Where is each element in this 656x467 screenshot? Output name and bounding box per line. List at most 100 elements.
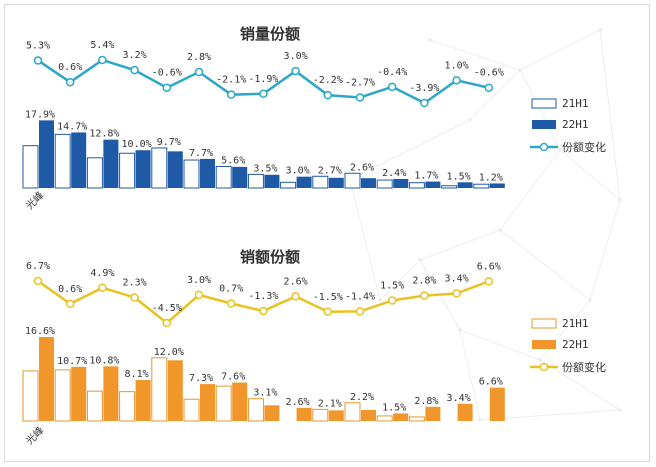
line-point [226, 90, 236, 99]
line-point [420, 291, 429, 300]
bar-label: 2.6% [350, 162, 374, 173]
bar-21h1 [215, 165, 232, 189]
bar-label: 10.7% [57, 356, 87, 367]
line-point [323, 90, 333, 100]
bar-22h1 [361, 178, 376, 188]
bar-21h1 [22, 145, 39, 189]
bar-22h1 [296, 176, 312, 188]
bar-22h1 [457, 182, 473, 188]
bg-node [518, 68, 522, 72]
bar-label: 16.6% [25, 326, 55, 337]
bg-link [519, 29, 601, 71]
bar-label: 1.7% [414, 171, 438, 182]
bar-label: 3.1% [253, 388, 277, 399]
legend-label-21h1: 21H1 [562, 317, 589, 330]
bar-22h1 [39, 120, 54, 188]
line-point [420, 98, 429, 108]
line-label: -0.6% [152, 68, 182, 79]
line-label: -1.3% [248, 291, 278, 302]
bg-link [539, 359, 621, 411]
bar-21h1 [408, 182, 425, 189]
bg-link [469, 69, 521, 121]
line-point [162, 83, 172, 92]
bar-21h1 [151, 357, 168, 422]
line-label: 6.6% [477, 261, 501, 272]
legend-label-line: 份额变化 [562, 140, 606, 154]
line-label: -2.1% [216, 75, 246, 86]
bar-21h1 [183, 159, 200, 189]
bar-22h1 [425, 406, 441, 421]
bar-label: 7.7% [189, 148, 213, 159]
bar-label: 7.6% [221, 372, 245, 383]
bar-22h1 [103, 139, 119, 188]
line-label: 5.3% [26, 40, 50, 51]
line-point [162, 318, 172, 328]
bg-link [349, 119, 471, 181]
legend-swatch-line-point [539, 362, 549, 372]
bar-label: 2.8% [414, 396, 438, 407]
line-point [355, 307, 365, 316]
bar-21h1 [441, 185, 458, 189]
bg-link [459, 329, 541, 361]
bg-link [519, 69, 561, 151]
line-label: 5.4% [90, 40, 114, 51]
legend-label-line: 份额变化 [562, 360, 606, 374]
bar-21h1 [86, 390, 103, 422]
line-point [387, 82, 397, 92]
bar-22h1 [167, 360, 183, 421]
bar-label: 7.3% [189, 373, 213, 384]
line-label: 0.6% [58, 284, 82, 295]
bar-21h1 [376, 179, 393, 189]
bar-22h1 [200, 158, 215, 188]
line-label: -0.6% [474, 68, 504, 79]
legend-label-21h1: 21H1 [562, 97, 589, 110]
line-label: -2.7% [345, 77, 375, 88]
line-point [291, 66, 300, 76]
bg-node [468, 118, 472, 122]
line-point [452, 76, 461, 85]
bar-21h1 [215, 385, 232, 422]
bar-21h1 [376, 415, 393, 422]
bar-21h1 [312, 175, 329, 189]
bar-label: 5.6% [221, 155, 245, 166]
line-point [33, 276, 43, 286]
legend-label-22h1: 22H1 [562, 338, 589, 351]
bar-22h1 [393, 413, 409, 421]
bar-22h1 [264, 174, 280, 188]
bar-22h1 [264, 405, 280, 421]
line-point [226, 299, 236, 308]
line-label: 1.5% [380, 281, 404, 292]
line-point [484, 83, 494, 92]
bar-21h1 [344, 172, 361, 189]
bg-link [539, 299, 591, 361]
bg-node [428, 38, 432, 42]
bar-22h1 [361, 409, 376, 421]
line-point [194, 290, 204, 300]
bg-link [429, 39, 521, 71]
line-label: 2.3% [123, 278, 147, 289]
bg-node [558, 148, 562, 152]
line-label: 6.7% [26, 261, 50, 272]
line-label: -4.5% [152, 303, 182, 314]
line-label: 4.9% [90, 268, 114, 279]
bar-21h1 [119, 152, 136, 189]
bar-21h1 [22, 370, 39, 422]
bg-node [498, 228, 502, 232]
bar-22h1 [167, 151, 183, 188]
line-point [387, 296, 397, 305]
bar-label: 17.9% [25, 109, 55, 120]
line-point [98, 283, 107, 292]
bg-node [458, 328, 462, 332]
bar-22h1 [232, 382, 248, 421]
line-label: -1.4% [345, 291, 375, 302]
line-point [65, 77, 75, 87]
line-point [130, 293, 139, 302]
bar-21h1 [86, 157, 103, 189]
line-point [259, 306, 268, 316]
chart-title: 销额份额 [240, 248, 300, 266]
bar-21h1 [119, 391, 136, 422]
line-point [355, 93, 365, 102]
bg-link [379, 259, 421, 301]
line-point [484, 277, 494, 286]
line-label: -1.9% [248, 74, 278, 85]
